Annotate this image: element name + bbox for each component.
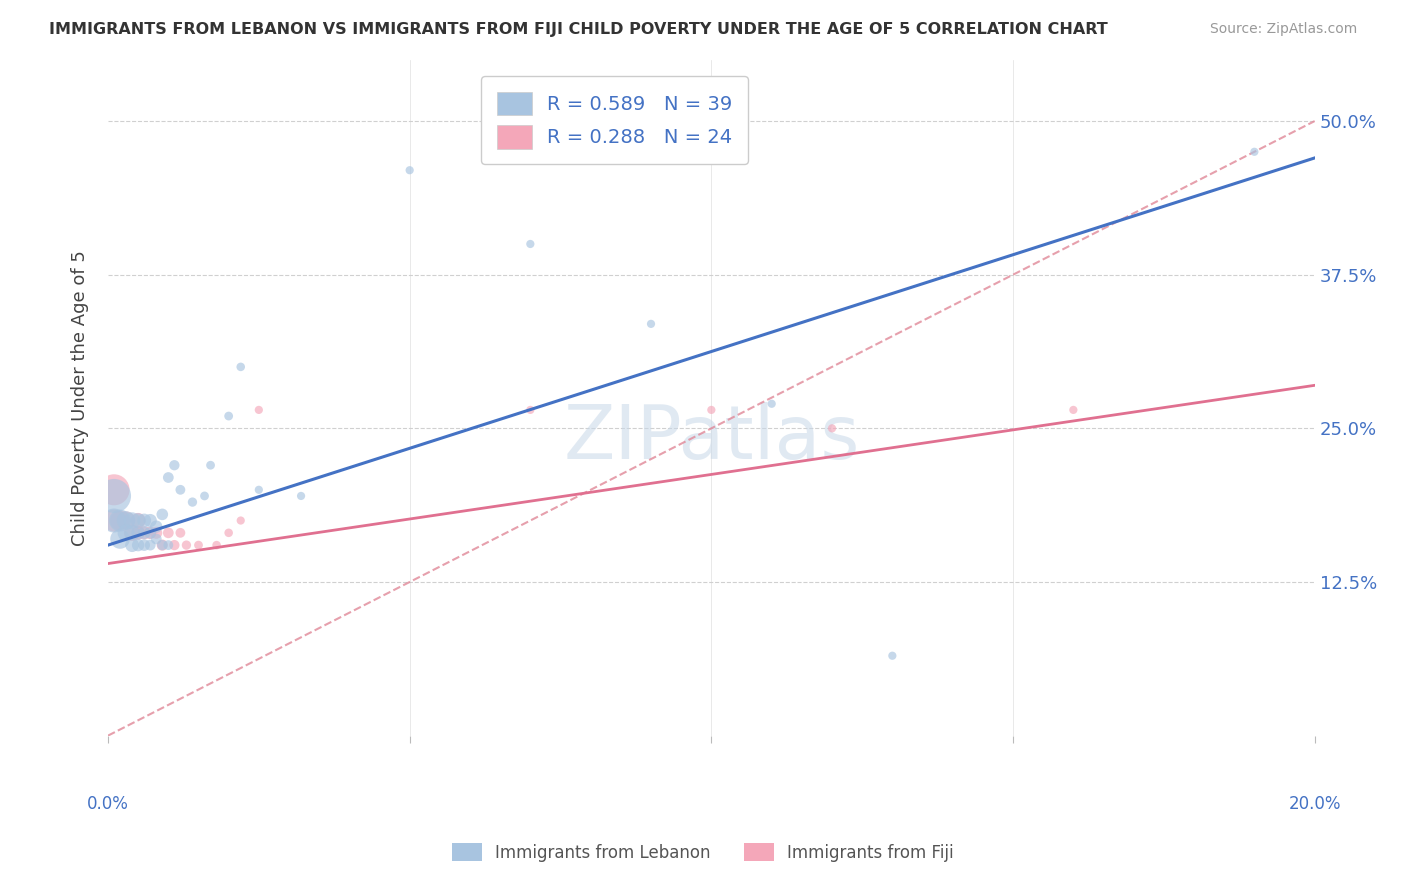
Point xyxy=(134,514,156,528)
Point xyxy=(103,489,125,503)
Point xyxy=(127,514,149,528)
Text: ZIPatlas: ZIPatlas xyxy=(564,401,859,475)
Point xyxy=(169,525,191,540)
Point xyxy=(139,525,162,540)
Point xyxy=(205,538,228,552)
Point xyxy=(108,532,131,546)
Point xyxy=(121,525,143,540)
Legend: R = 0.589   N = 39, R = 0.288   N = 24: R = 0.589 N = 39, R = 0.288 N = 24 xyxy=(481,76,748,164)
Point xyxy=(163,458,186,473)
Point xyxy=(121,525,143,540)
Point xyxy=(229,514,252,528)
Point xyxy=(145,525,167,540)
Point xyxy=(290,489,312,503)
Point xyxy=(200,458,222,473)
Point xyxy=(145,519,167,533)
Point xyxy=(127,525,149,540)
Point xyxy=(398,163,420,178)
Point xyxy=(176,538,198,552)
Point xyxy=(150,538,173,552)
Point xyxy=(700,403,723,417)
Y-axis label: Child Poverty Under the Age of 5: Child Poverty Under the Age of 5 xyxy=(72,250,89,546)
Point xyxy=(1243,145,1265,159)
Text: IMMIGRANTS FROM LEBANON VS IMMIGRANTS FROM FIJI CHILD POVERTY UNDER THE AGE OF 5: IMMIGRANTS FROM LEBANON VS IMMIGRANTS FR… xyxy=(49,22,1108,37)
Point xyxy=(157,470,180,484)
Point xyxy=(139,514,162,528)
Legend: Immigrants from Lebanon, Immigrants from Fiji: Immigrants from Lebanon, Immigrants from… xyxy=(444,835,962,871)
Point xyxy=(519,403,541,417)
Point xyxy=(218,525,240,540)
Point xyxy=(127,538,149,552)
Point xyxy=(163,538,186,552)
Point xyxy=(150,508,173,522)
Point xyxy=(121,538,143,552)
Point xyxy=(761,397,783,411)
Text: 20.0%: 20.0% xyxy=(1288,796,1341,814)
Point xyxy=(187,538,209,552)
Text: Source: ZipAtlas.com: Source: ZipAtlas.com xyxy=(1209,22,1357,37)
Point xyxy=(157,538,180,552)
Point xyxy=(134,538,156,552)
Point xyxy=(229,359,252,374)
Point xyxy=(181,495,204,509)
Point xyxy=(640,317,662,331)
Point xyxy=(108,514,131,528)
Point xyxy=(247,403,270,417)
Text: 0.0%: 0.0% xyxy=(87,796,129,814)
Point xyxy=(103,514,125,528)
Point xyxy=(134,525,156,540)
Point xyxy=(882,648,904,663)
Point xyxy=(519,237,541,252)
Point xyxy=(139,525,162,540)
Point xyxy=(127,514,149,528)
Point xyxy=(139,538,162,552)
Point xyxy=(1062,403,1084,417)
Point xyxy=(134,525,156,540)
Point xyxy=(145,532,167,546)
Point xyxy=(150,538,173,552)
Point xyxy=(157,525,180,540)
Point xyxy=(247,483,270,497)
Point xyxy=(821,421,844,435)
Point xyxy=(115,514,138,528)
Point xyxy=(193,489,215,503)
Point xyxy=(115,514,138,528)
Point xyxy=(108,514,131,528)
Point xyxy=(121,514,143,528)
Point xyxy=(115,525,138,540)
Point xyxy=(103,514,125,528)
Point xyxy=(127,525,149,540)
Point xyxy=(218,409,240,423)
Point xyxy=(103,483,125,497)
Point xyxy=(169,483,191,497)
